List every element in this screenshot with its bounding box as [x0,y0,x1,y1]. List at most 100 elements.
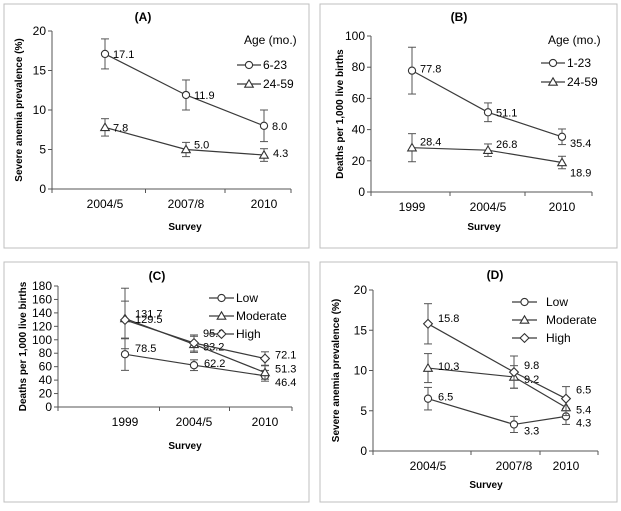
data-label: 3.3 [524,425,539,437]
x-tick-label: 2007/8 [496,459,533,473]
y-axis-label: Deaths per 1,000 live births [335,49,346,179]
x-tick-label: 2004/5 [176,415,213,429]
legend: Low Moderate High [512,295,597,345]
data-label: 8.0 [272,121,287,133]
panel-frame [319,3,618,249]
y-tick-label: 40 [352,123,366,137]
data-label: 51.3 [275,364,296,376]
data-label: 28.4 [420,137,441,149]
panel-frame [3,261,310,503]
y-tick-label: 120 [32,319,52,333]
series: 77.8 51.1 35.4 [407,46,591,150]
legend-label: High [546,331,571,345]
y-tick-label: 180 [32,279,52,293]
legend-marker [548,58,558,68]
legend: Age (mo.) 1-23 24-59 [541,33,601,89]
x-tick-label: 2007/8 [168,197,205,211]
data-point [181,90,191,100]
data-label: 5.0 [194,140,209,152]
legend-label: Moderate [236,309,287,323]
data-point [259,353,271,364]
legend-marker [216,328,227,340]
y-tick-label: 10 [33,103,47,117]
legend-title: Age (mo.) [244,33,297,47]
y-tick-label: 100 [345,29,365,43]
legend-label: Low [546,295,568,309]
data-point [483,108,493,117]
data-label: 46.4 [275,377,296,389]
y-tick-label: 0 [358,185,365,199]
legend: Low Moderate High [209,291,287,341]
legend-label: Low [236,291,258,305]
data-point [120,350,130,359]
y-tick-label: 5 [39,143,46,157]
data-label: 7.8 [113,122,128,134]
series: 6.5 3.3 4.3 [423,386,591,437]
legend-marker [547,76,559,86]
legend-marker [519,332,530,344]
data-label: 131.7 [135,308,163,320]
data-point [482,144,494,154]
y-tick-label: 10 [354,364,368,378]
data-label: 72.1 [275,350,296,362]
data-point [560,393,572,404]
data-label: 9.8 [524,360,539,372]
series: 17.1 11.9 8.0 [100,38,287,143]
x-tick-label: 2004/5 [410,459,447,473]
x-axis-label: Survey [168,222,202,233]
y-tick-label: 140 [32,306,52,320]
data-point [180,144,192,154]
legend-marker [519,314,530,324]
x-tick-label: 1999 [399,200,426,214]
data-label: 77.8 [420,64,441,76]
legend-label: 24-59 [567,75,598,89]
data-point [422,362,434,372]
y-tick-label: 20 [354,283,368,297]
x-tick-label: 2004/5 [87,197,124,211]
x-axis-label: Survey [469,480,503,491]
data-label: 5.4 [576,405,591,417]
data-label: 78.5 [135,343,156,355]
series: 28.4 26.8 18.9 [406,133,591,180]
data-label: 129.5 [135,314,163,326]
legend-label: High [236,327,261,341]
y-tick-label: 5 [360,404,367,418]
chart-panel: (D) 0 5 10 15 20 2004/5 2007/8 2010 Survey Severe … [319,261,618,503]
series: 15.8 9.8 6.5 [422,303,591,412]
panel-frame [3,3,310,249]
data-point [423,394,433,403]
data-point [100,49,110,59]
data-label: 6.5 [438,392,453,404]
data-point [556,157,568,167]
x-tick-label: 2010 [252,415,279,429]
data-label: 18.9 [570,168,591,180]
data-label: 62.2 [204,358,225,370]
x-tick-label: 2004/5 [470,200,507,214]
legend-marker [244,60,254,70]
x-axis-label: Survey [168,441,202,452]
panel-title: (A) [135,10,152,24]
data-point [422,318,434,329]
y-tick-label: 160 [32,292,52,306]
y-tick-label: 15 [33,64,47,78]
y-tick-label: 40 [39,373,53,387]
x-axis-label: Survey [467,222,501,233]
legend-label: 1-23 [567,56,591,70]
y-tick-label: 0 [39,182,46,196]
y-axis-label: Severe anemia prevalence (%) [331,299,342,442]
data-point [407,66,417,75]
legend: Age (mo.) 6-23 24-59 [237,33,297,91]
legend-marker [520,297,529,307]
legend-title: Age (mo.) [548,33,601,47]
data-label: 4.3 [273,148,288,160]
y-tick-label: 0 [45,400,52,414]
x-tick-label: 2010 [549,200,576,214]
data-label: 15.8 [438,313,459,325]
y-tick-label: 100 [32,333,52,347]
y-tick-label: 20 [352,154,366,168]
data-label: 6.5 [576,385,591,397]
legend-label: Moderate [546,313,597,327]
